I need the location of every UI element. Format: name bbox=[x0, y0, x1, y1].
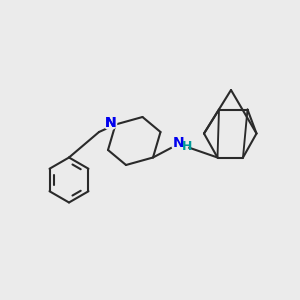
Circle shape bbox=[172, 136, 188, 152]
Text: N: N bbox=[104, 116, 116, 130]
Text: N: N bbox=[104, 116, 116, 130]
Text: H: H bbox=[182, 140, 192, 153]
Text: N: N bbox=[173, 136, 184, 150]
Circle shape bbox=[103, 116, 117, 130]
